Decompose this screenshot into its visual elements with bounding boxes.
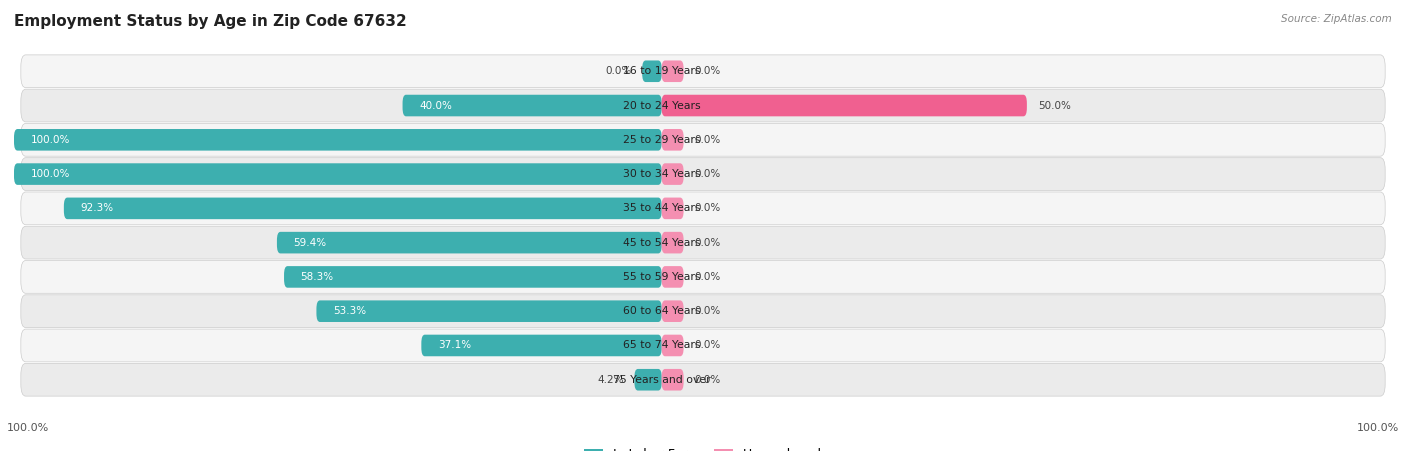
FancyBboxPatch shape <box>21 192 1385 225</box>
FancyBboxPatch shape <box>316 300 662 322</box>
Text: 0.0%: 0.0% <box>695 272 721 282</box>
Text: 0.0%: 0.0% <box>695 238 721 248</box>
Text: 20 to 24 Years: 20 to 24 Years <box>623 101 700 110</box>
FancyBboxPatch shape <box>21 295 1385 327</box>
Text: 55 to 59 Years: 55 to 59 Years <box>623 272 700 282</box>
Text: 53.3%: 53.3% <box>333 306 366 316</box>
Text: 59.4%: 59.4% <box>294 238 326 248</box>
Text: 0.0%: 0.0% <box>695 135 721 145</box>
FancyBboxPatch shape <box>662 60 683 82</box>
Text: 0.0%: 0.0% <box>695 341 721 350</box>
FancyBboxPatch shape <box>277 232 662 253</box>
FancyBboxPatch shape <box>643 60 662 82</box>
FancyBboxPatch shape <box>21 158 1385 190</box>
FancyBboxPatch shape <box>284 266 662 288</box>
Text: 30 to 34 Years: 30 to 34 Years <box>623 169 700 179</box>
Text: 37.1%: 37.1% <box>437 341 471 350</box>
FancyBboxPatch shape <box>21 261 1385 293</box>
Text: Source: ZipAtlas.com: Source: ZipAtlas.com <box>1281 14 1392 23</box>
Text: 0.0%: 0.0% <box>695 169 721 179</box>
Text: 65 to 74 Years: 65 to 74 Years <box>623 341 700 350</box>
Text: 0.0%: 0.0% <box>605 66 631 76</box>
FancyBboxPatch shape <box>402 95 662 116</box>
FancyBboxPatch shape <box>21 226 1385 259</box>
FancyBboxPatch shape <box>662 369 683 391</box>
Text: 45 to 54 Years: 45 to 54 Years <box>623 238 700 248</box>
FancyBboxPatch shape <box>662 232 683 253</box>
FancyBboxPatch shape <box>662 198 683 219</box>
Text: Employment Status by Age in Zip Code 67632: Employment Status by Age in Zip Code 676… <box>14 14 406 28</box>
FancyBboxPatch shape <box>662 335 683 356</box>
Text: 60 to 64 Years: 60 to 64 Years <box>623 306 700 316</box>
FancyBboxPatch shape <box>14 129 662 151</box>
FancyBboxPatch shape <box>662 300 683 322</box>
Text: 0.0%: 0.0% <box>695 203 721 213</box>
Text: 100.0%: 100.0% <box>31 135 70 145</box>
FancyBboxPatch shape <box>422 335 662 356</box>
FancyBboxPatch shape <box>662 163 683 185</box>
Text: 25 to 29 Years: 25 to 29 Years <box>623 135 700 145</box>
Text: 75 Years and over: 75 Years and over <box>613 375 710 385</box>
FancyBboxPatch shape <box>662 266 683 288</box>
FancyBboxPatch shape <box>21 124 1385 156</box>
Text: 35 to 44 Years: 35 to 44 Years <box>623 203 700 213</box>
FancyBboxPatch shape <box>634 369 662 391</box>
Text: 40.0%: 40.0% <box>419 101 453 110</box>
FancyBboxPatch shape <box>662 95 1026 116</box>
Text: 16 to 19 Years: 16 to 19 Years <box>623 66 700 76</box>
FancyBboxPatch shape <box>63 198 662 219</box>
Text: 0.0%: 0.0% <box>695 375 721 385</box>
Text: 0.0%: 0.0% <box>695 306 721 316</box>
Text: 100.0%: 100.0% <box>1357 423 1399 433</box>
FancyBboxPatch shape <box>21 329 1385 362</box>
Legend: In Labor Force, Unemployed: In Labor Force, Unemployed <box>579 443 827 451</box>
Text: 92.3%: 92.3% <box>80 203 114 213</box>
FancyBboxPatch shape <box>21 55 1385 87</box>
Text: 4.2%: 4.2% <box>598 375 623 385</box>
Text: 58.3%: 58.3% <box>301 272 333 282</box>
Text: 100.0%: 100.0% <box>7 423 49 433</box>
Text: 100.0%: 100.0% <box>31 169 70 179</box>
FancyBboxPatch shape <box>662 129 683 151</box>
FancyBboxPatch shape <box>21 89 1385 122</box>
Text: 50.0%: 50.0% <box>1038 101 1071 110</box>
FancyBboxPatch shape <box>21 364 1385 396</box>
Text: 0.0%: 0.0% <box>695 66 721 76</box>
FancyBboxPatch shape <box>14 163 662 185</box>
